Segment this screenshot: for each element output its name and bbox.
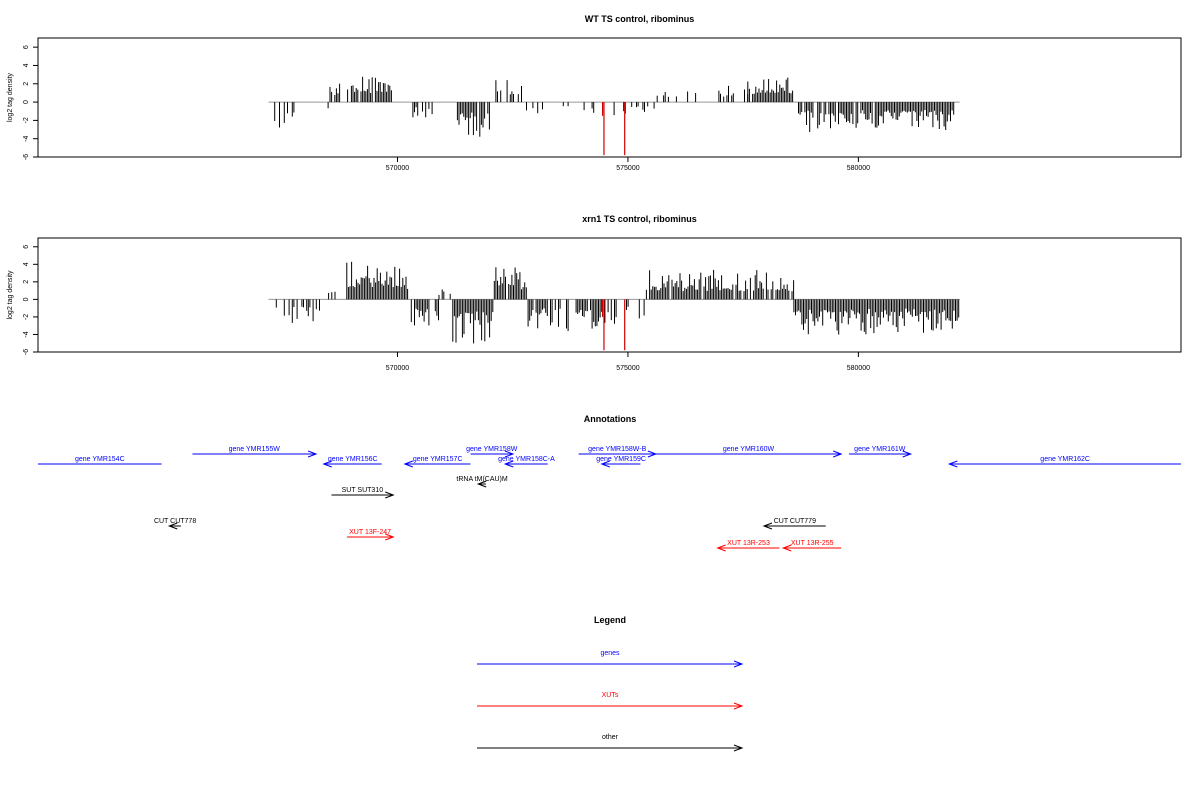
feature-label: gene YMR158C-A (498, 456, 555, 463)
feature-label: gene YMR154C (75, 456, 125, 463)
legend-label: genes (600, 650, 620, 657)
y-tick-label: -4 (23, 135, 30, 141)
feature-label: XUT 13R-253 (727, 540, 770, 547)
feature-label: gene YMR158W (466, 446, 518, 453)
annotations-panel: Annotations gene YMR154C gene YMR155W gene … (38, 414, 1181, 552)
feature-label: gene YMR156C (328, 456, 378, 463)
feature-arrowhead (947, 460, 958, 468)
feature-label: XUT 13F-247 (349, 529, 391, 536)
y-axis-label: log2 tag density (7, 270, 14, 320)
plot-frame (37, 37, 1182, 158)
feature-label: gene YMR161W (854, 446, 906, 453)
chart-title: xrn1 TS control, ribominus (582, 214, 697, 224)
feature-label: gene YMR162C (1040, 456, 1090, 463)
feature-label: gene YMR159C (596, 456, 646, 463)
y-tick-label: -2 (23, 117, 30, 123)
legend-arrowhead (733, 744, 744, 752)
feature-label: gene YMR158W-B (588, 446, 646, 453)
y-tick-label: 0 (23, 297, 30, 301)
legend-panel: Legend genes XUTs other (477, 615, 744, 752)
y-axis-label: log2 tag density (7, 72, 14, 122)
y-tick-label: -6 (23, 154, 30, 160)
y-tick-label: 6 (23, 45, 30, 49)
x-tick-label: 570000 (386, 365, 409, 372)
feature-label: CUT CUT779 (774, 518, 816, 525)
feature-arrowhead (385, 533, 395, 541)
feature-label: tRNA tM(CAU)M (456, 476, 508, 483)
x-tick-label: 580000 (847, 365, 870, 372)
y-tick-label: -2 (23, 314, 30, 320)
y-tick-label: 2 (23, 82, 30, 86)
legend-label: XUTs (602, 692, 619, 699)
feature-arrowhead (385, 491, 395, 499)
y-tick-label: -4 (23, 331, 30, 337)
x-tick-label: 575000 (616, 165, 639, 172)
xrn1-track-panel: xrn1 TS control, ribominus log2 tag densi… (7, 214, 1182, 372)
feature-label: XUT 13R-255 (791, 540, 834, 547)
signal-bars (274, 76, 955, 137)
feature-arrowhead (781, 544, 792, 552)
feature-label: gene YMR157C (413, 456, 463, 463)
x-tick-label: 570000 (386, 165, 409, 172)
y-tick-label: 4 (23, 262, 30, 266)
feature-arrowhead (716, 544, 726, 552)
legend-arrowhead (733, 702, 744, 710)
x-tick-label: 575000 (616, 365, 639, 372)
legend-title: Legend (594, 615, 626, 625)
feature-arrowhead (902, 450, 913, 458)
y-tick-label: 0 (23, 100, 30, 104)
wt-track-panel: WT TS control, ribominus log2 tag density… (7, 14, 1182, 172)
signal-bars (275, 261, 960, 344)
feature-arrowhead (476, 480, 487, 488)
feature-arrowhead (167, 522, 178, 530)
y-tick-label: -6 (23, 349, 30, 355)
legend-label: other (602, 734, 619, 741)
feature-arrowhead (504, 450, 515, 458)
y-tick-label: 2 (23, 280, 30, 284)
feature-arrowhead (307, 450, 318, 458)
y-tick-label: 6 (23, 245, 30, 249)
x-tick-label: 580000 (847, 165, 870, 172)
plot-frame (37, 237, 1182, 353)
feature-arrowhead (833, 450, 843, 458)
feature-arrowhead (322, 460, 332, 468)
feature-label: gene YMR155W (229, 446, 281, 453)
legend-arrowhead (733, 660, 744, 668)
feature-arrowhead (762, 522, 773, 530)
feature-arrowhead (403, 460, 414, 468)
feature-arrowhead (600, 460, 610, 468)
feature-arrowhead (503, 460, 514, 468)
y-tick-label: 4 (23, 63, 30, 67)
feature-label: SUT SUT310 (342, 487, 384, 494)
feature-label: gene YMR160W (723, 446, 775, 453)
chart-title: WT TS control, ribominus (585, 14, 695, 24)
feature-label: CUT CUT778 (154, 518, 196, 525)
annotations-title: Annotations (584, 414, 637, 424)
